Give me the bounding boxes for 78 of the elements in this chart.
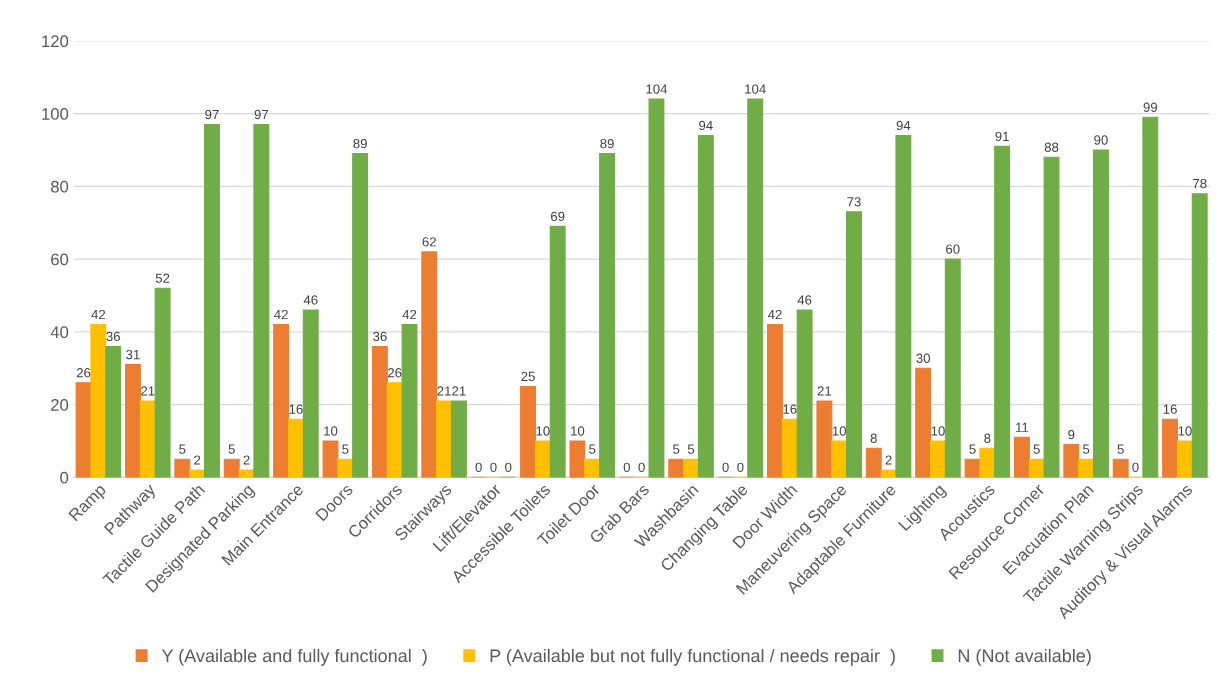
data-label: 5: [342, 444, 349, 454]
data-label: 10: [324, 426, 338, 436]
data-label: 5: [589, 444, 596, 454]
data-label: 21: [141, 386, 155, 396]
data-label: 91: [995, 131, 1009, 142]
data-label: 89: [353, 138, 367, 149]
y-tick-label: 40: [50, 326, 69, 339]
data-label: 5: [179, 444, 186, 454]
data-label: 0: [475, 462, 482, 473]
data-label: 42: [91, 309, 106, 320]
data-label: 25: [521, 371, 535, 382]
data-label: 46: [303, 295, 318, 305]
data-label: 99: [1143, 102, 1158, 112]
data-label: 10: [536, 426, 550, 436]
data-label: 97: [205, 109, 219, 120]
data-label: 5: [1082, 444, 1090, 454]
legend-label: N (Not available): [958, 648, 1091, 666]
data-label: 88: [1044, 142, 1059, 152]
data-label: 5: [1117, 444, 1124, 454]
data-label: 90: [1094, 135, 1108, 145]
data-label: 2: [885, 455, 892, 465]
data-label: 8: [870, 433, 877, 443]
legend-label: Y (Available and fully functional ): [161, 648, 427, 666]
data-label: 42: [274, 309, 288, 320]
y-tick-label: 60: [51, 253, 69, 266]
data-label: 5: [687, 444, 695, 454]
y-tick-label: 80: [51, 180, 69, 193]
data-label: 5: [228, 444, 235, 454]
data-label: 21: [817, 386, 832, 396]
data-label: 36: [373, 331, 387, 342]
data-label: 94: [896, 120, 911, 131]
data-label: 21: [452, 386, 466, 396]
data-label: 62: [422, 237, 436, 247]
data-label: 16: [783, 404, 797, 414]
data-label: 0: [490, 462, 497, 473]
data-label: 42: [767, 309, 782, 320]
data-label: 60: [946, 244, 960, 254]
data-label: 31: [126, 349, 140, 360]
data-label: 26: [388, 368, 402, 378]
data-label: 36: [106, 331, 120, 342]
data-label: 9: [1068, 429, 1075, 440]
data-label: 16: [289, 404, 303, 414]
data-label: 97: [254, 109, 269, 120]
data-label: 0: [722, 462, 729, 473]
data-label: 104: [745, 84, 766, 94]
data-label: 30: [916, 353, 930, 363]
data-label: 78: [1193, 178, 1207, 189]
data-label: 69: [551, 211, 565, 222]
data-label: 52: [155, 273, 170, 283]
data-label: 5: [969, 444, 976, 454]
data-label: 10: [571, 426, 585, 436]
data-label: 5: [1033, 444, 1040, 454]
y-tick-label: 20: [51, 399, 69, 411]
data-label: 21: [437, 386, 451, 396]
data-label: 16: [1163, 404, 1177, 414]
data-label: 89: [600, 138, 614, 149]
data-label: 11: [1016, 422, 1029, 432]
data-label: 2: [243, 455, 250, 465]
data-label: 2: [194, 455, 201, 465]
y-tick-label: 0: [60, 471, 69, 484]
data-label: 8: [984, 433, 991, 443]
y-tick-label: 100: [42, 108, 69, 120]
data-label: 73: [847, 197, 861, 207]
data-label: 0: [737, 462, 744, 473]
data-label: 10: [832, 426, 846, 436]
data-label: 104: [646, 84, 668, 94]
data-label: 10: [931, 426, 945, 436]
data-label: 5: [673, 444, 680, 454]
data-label: 10: [1178, 426, 1192, 436]
data-label: 0: [505, 462, 512, 473]
legend-label: P (Available but not fully functional / needs repair ): [490, 648, 895, 666]
y-tick-label: 120: [42, 35, 69, 48]
data-label: 94: [699, 120, 713, 131]
data-label: 0: [1132, 462, 1139, 473]
data-label: 42: [402, 309, 417, 320]
data-label: 46: [797, 295, 812, 305]
data-label: 0: [638, 462, 645, 473]
data-label: 0: [623, 462, 630, 473]
